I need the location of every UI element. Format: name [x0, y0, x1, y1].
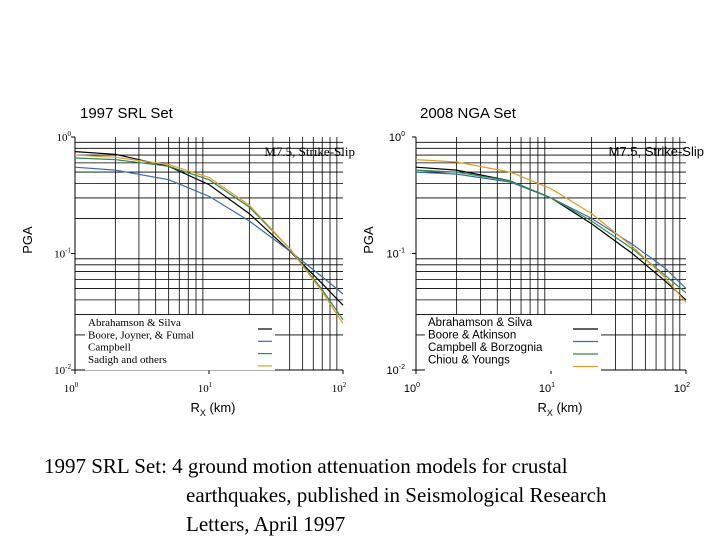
- legend-label: Boore, Joyner, & Fumal: [88, 329, 194, 341]
- x-axis-label: RX (km): [537, 400, 582, 418]
- right-chart-title: 2008 NGA Set: [420, 105, 517, 122]
- right-chart-panel: 100 101 102 100 10-1 10-2 2008 NGA Set M7.5, St…: [361, 105, 704, 418]
- y-tick-label: 100: [389, 131, 405, 144]
- series-line-4: [74, 154, 344, 324]
- y-tick-label: 10-1: [387, 248, 406, 261]
- x-tick-label: 100: [404, 382, 420, 395]
- caption-line-1: 1997 SRL Set: 4 ground motion attenuatio…: [44, 454, 568, 478]
- x-tick-label: 100: [64, 381, 79, 395]
- y-tick-label: 10-2: [54, 363, 71, 377]
- series-line-2: [74, 166, 344, 295]
- x-axis-label: RX (km): [190, 400, 235, 418]
- series-line-1: [74, 151, 344, 306]
- y-axis-label: PGA: [20, 226, 35, 254]
- legend-label: Abrahamson & Silva: [88, 317, 181, 329]
- y-tick-label: 10-2: [387, 364, 406, 377]
- legend-label: Abrahamson & Silva: [428, 317, 533, 329]
- legend-label: Boore & Atkinson: [428, 330, 516, 342]
- y-tick-label: 100: [57, 130, 72, 144]
- series-line-3: [415, 169, 687, 294]
- caption-line-2: earthquakes, published in Seismological …: [186, 483, 607, 507]
- legend-label: Campbell: [88, 342, 131, 354]
- series-line-2: [415, 171, 687, 290]
- left-chart-panel: 100 101 102 100 10-1 10-2 1997 SRL Set M7.5, St…: [20, 105, 355, 418]
- chart-annotation: M7.5, Strike-Slip: [264, 144, 355, 159]
- x-tick-label: 101: [539, 382, 555, 395]
- series-line-4: [415, 159, 687, 303]
- legend-label: Sadigh and others: [88, 354, 167, 366]
- x-tick-label: 102: [674, 382, 690, 395]
- x-tick-label: 101: [198, 381, 213, 395]
- legend-background: [425, 315, 601, 371]
- legend-background: [85, 315, 275, 371]
- y-axis-label: PGA: [361, 226, 376, 254]
- legend-label: Chiou & Youngs: [428, 355, 510, 367]
- caption-line-3: Letters, April 1997: [186, 512, 346, 536]
- attenuation-charts: 100 101 102 100 10-1 10-2 1997 SRL Set M7.5, St…: [20, 105, 704, 418]
- left-chart-title: 1997 SRL Set: [80, 105, 174, 122]
- y-tick-label: 10-1: [54, 247, 71, 261]
- caption: 1997 SRL Set: 4 ground motion attenuatio…: [44, 452, 704, 539]
- series-line-1: [415, 166, 687, 301]
- x-tick-label: 102: [332, 381, 347, 395]
- legend-label: Campbell & Borzognia: [428, 342, 543, 354]
- series-line-3: [74, 157, 344, 321]
- chart-annotation: M7.5, Strike-Slip: [609, 144, 704, 159]
